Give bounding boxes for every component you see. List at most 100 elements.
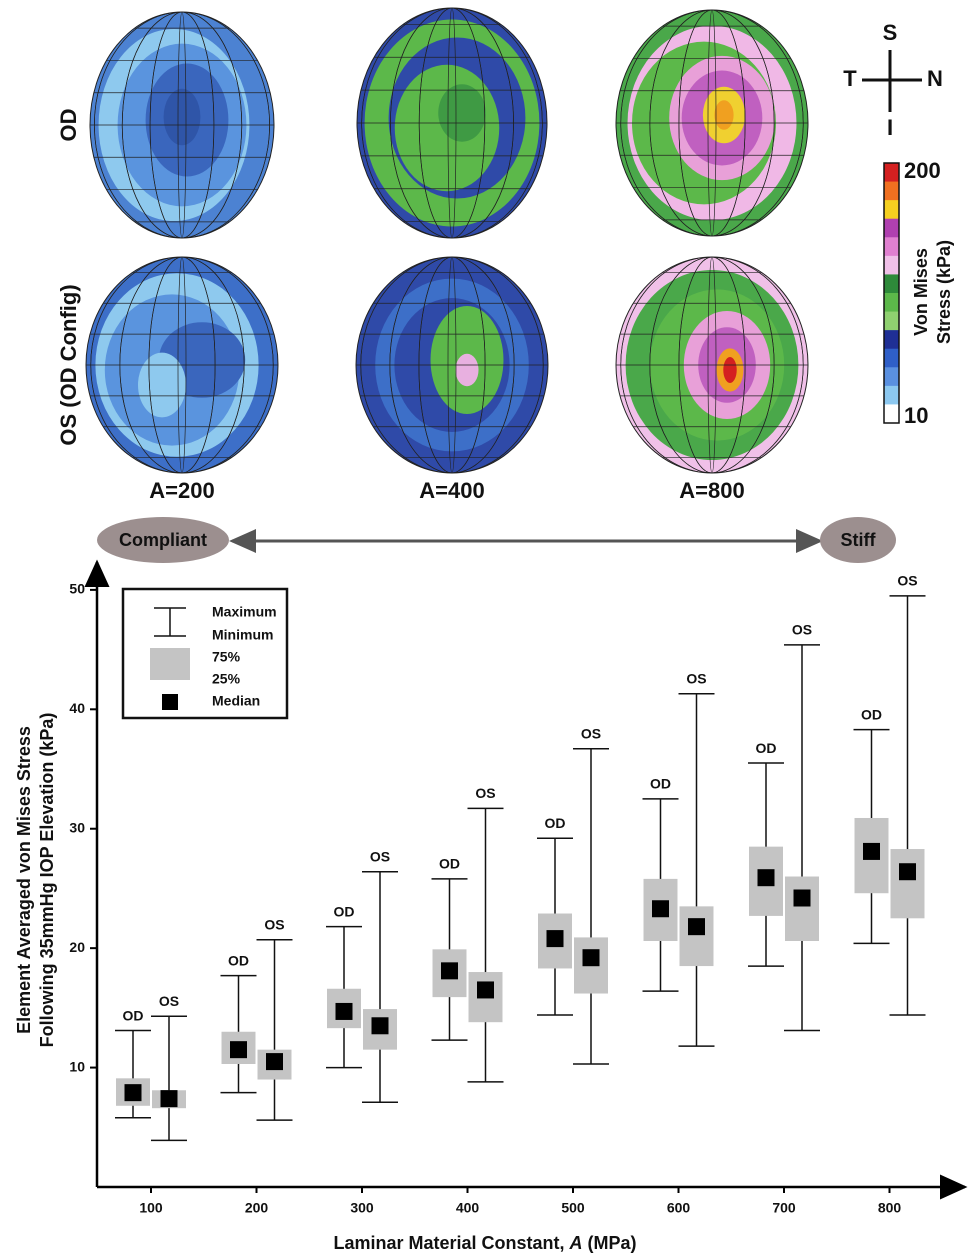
stiffness-scale: Compliant Stiff [97, 517, 896, 563]
box-chart: Element Averaged von Mises Stress Follow… [14, 559, 968, 1253]
colorbar-max: 200 [904, 158, 941, 183]
x-tick-label: 500 [561, 1200, 585, 1216]
median [124, 1084, 142, 1102]
mesh-line [90, 257, 274, 473]
stress-map [355, 256, 549, 474]
map-border [355, 256, 549, 474]
compass-label: I [887, 115, 893, 140]
colorbar-min: 10 [904, 403, 928, 428]
series-label: OD [439, 856, 460, 872]
colorbar-segment [884, 163, 899, 183]
colorbar-title: Stress (kPa) [934, 240, 954, 344]
mesh-line [389, 257, 515, 473]
map-fill [616, 257, 808, 473]
stress-region [723, 357, 737, 383]
legend: Maximum Minimum 75% 25% Median [121, 587, 289, 720]
legend-label: Minimum [212, 627, 273, 643]
median [335, 1002, 353, 1020]
map-border [615, 9, 809, 237]
legend-label: Maximum [212, 604, 277, 620]
series-label: OS [264, 916, 284, 932]
x-tick-label: 400 [456, 1200, 480, 1216]
median [546, 930, 564, 948]
y-tick-label: 40 [69, 700, 85, 716]
compass-label: S [883, 20, 898, 45]
x-tick-label: 600 [667, 1200, 691, 1216]
series-label: OD [334, 903, 355, 919]
legend-label: Median [212, 693, 260, 709]
legend-label: 25% [212, 671, 241, 687]
series-label: OD [123, 1007, 144, 1023]
mesh-line [678, 257, 746, 473]
stress-map [615, 256, 809, 474]
mesh-line [390, 8, 514, 238]
column-label: A=800 [679, 478, 744, 503]
y-tick-label: 30 [69, 819, 85, 835]
series-label: OD [756, 740, 777, 756]
map-fill [356, 257, 548, 473]
colorbar-segment [884, 274, 899, 294]
map-border [615, 256, 809, 474]
x-tick-label: 700 [772, 1200, 796, 1216]
median [477, 981, 494, 999]
colorbar-segment [884, 404, 899, 424]
series-label: OD [545, 815, 566, 831]
median [582, 949, 600, 967]
mesh-line [148, 257, 216, 473]
mesh-line [649, 257, 775, 473]
x-tick-label: 200 [245, 1200, 269, 1216]
stress-region [438, 84, 486, 142]
median [652, 900, 669, 918]
colorbar-segment [884, 348, 899, 368]
mesh-line [121, 12, 243, 238]
stiffness-label: Compliant [119, 530, 207, 550]
colorbar-title: Von Mises [911, 248, 931, 336]
y-tick-label: 20 [69, 939, 85, 955]
y-tick-label: 10 [69, 1058, 85, 1074]
mesh-line [418, 8, 486, 238]
series-label: OS [581, 725, 601, 741]
series-label: OS [370, 848, 390, 864]
series-label: OD [650, 776, 671, 792]
series-label: OS [475, 785, 495, 801]
stress-map [356, 7, 548, 239]
colorbar-segment [884, 200, 899, 220]
x-axis-label: Laminar Material Constant, A (MPa) [333, 1233, 636, 1253]
stress-region [163, 88, 201, 146]
colorbar-segment [884, 367, 899, 387]
mesh-line [418, 257, 486, 473]
series-label: OD [228, 952, 249, 968]
row-label: OD [56, 109, 81, 142]
median [757, 869, 775, 887]
mesh-line [360, 257, 544, 473]
stress-region [714, 100, 734, 130]
colorbar-segment [884, 237, 899, 257]
x-tick-label: 300 [350, 1200, 374, 1216]
row-label: OS (OD Config) [56, 284, 81, 445]
stiffness-label: Stiff [841, 530, 877, 550]
box [890, 849, 925, 919]
median [441, 962, 458, 980]
mesh-line [620, 10, 804, 236]
median [371, 1017, 389, 1035]
series-label: OS [159, 993, 179, 1009]
colorbar-segment [884, 218, 899, 238]
mesh-line [620, 257, 804, 473]
series-label: OS [897, 573, 917, 589]
map-border [89, 11, 275, 239]
map-fill [357, 8, 547, 238]
box [785, 876, 819, 941]
stress-map [85, 256, 279, 474]
legend-label: 75% [212, 649, 241, 665]
map-fill [86, 257, 278, 473]
map-fill [90, 12, 274, 238]
compass-label: T [843, 66, 857, 91]
mesh-line [94, 12, 270, 238]
median [266, 1053, 283, 1071]
y-axis-label: Element Averaged von Mises Stress [14, 726, 34, 1034]
series-label: OS [686, 670, 706, 686]
series-label: OS [792, 622, 812, 638]
stress-map [615, 9, 809, 237]
median [160, 1090, 178, 1108]
